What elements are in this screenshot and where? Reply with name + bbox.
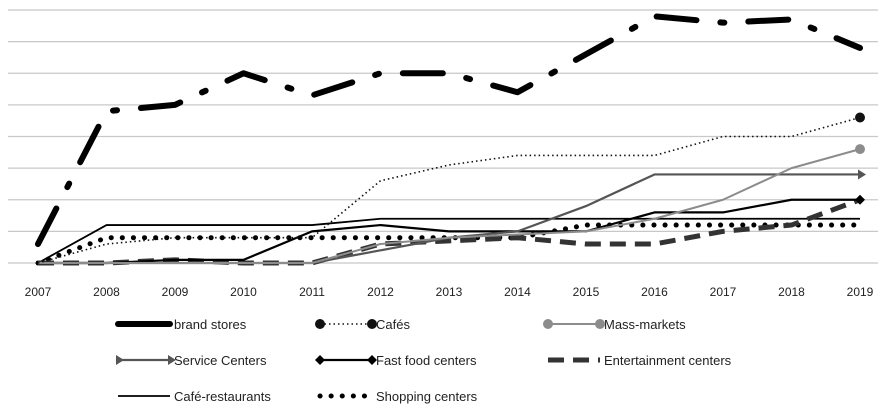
legend-marker [116, 355, 124, 365]
x-tick-label: 2008 [93, 285, 120, 299]
x-tick-label: 2016 [641, 285, 668, 299]
series-lines [35, 13, 866, 266]
x-tick-label: 2012 [367, 285, 394, 299]
legend-marker [315, 355, 325, 365]
legend-label: Entertainment centers [604, 353, 732, 368]
legend-item: Cafés [315, 317, 410, 332]
series-end-marker-4 [858, 169, 866, 180]
legend-item: Service Centers [116, 353, 267, 368]
x-tick-label: 2017 [710, 285, 737, 299]
series-line-3 [38, 148, 861, 264]
legend: brand stores Cafés Mass-markets Service Cen… [115, 317, 732, 404]
series-line-1 [35, 13, 863, 248]
legend-label: Fast food centers [376, 353, 477, 368]
legend-marker [315, 319, 325, 329]
series-line-7 [37, 217, 860, 264]
legend-item: Café-restaurants [118, 389, 271, 404]
series-end-marker-2 [855, 112, 865, 123]
x-tick-label: 2011 [299, 285, 325, 299]
x-tick-label: 2007 [25, 285, 52, 299]
x-axis-tick-labels: 2007 2008 2009 2010 2011 2012 2013 2014 2015 2016… [25, 285, 874, 299]
x-tick-label: 2015 [573, 285, 600, 299]
x-tick-label: 2014 [504, 285, 531, 299]
series-end-marker-5 [855, 194, 865, 205]
x-tick-label: 2019 [847, 285, 874, 299]
series-line-8 [35, 222, 863, 266]
legend-item: Fast food centers [315, 353, 477, 368]
legend-marker [367, 355, 377, 365]
legend-label: Mass-markets [604, 317, 686, 332]
x-tick-label: 2013 [436, 285, 463, 299]
legend-item: brand stores [115, 317, 247, 332]
legend-label: Café-restaurants [174, 389, 271, 404]
series-line-5 [38, 198, 860, 265]
legend-marker [595, 319, 605, 329]
legend-marker [367, 319, 377, 329]
legend-label: brand stores [174, 317, 247, 332]
series-line-2 [37, 116, 861, 264]
legend-label: Shopping centers [376, 389, 478, 404]
series-end-marker-3 [855, 144, 865, 155]
x-tick-label: 2018 [778, 285, 805, 299]
legend-marker [168, 355, 176, 365]
legend-item: Mass-markets [543, 317, 686, 332]
legend-label: Cafés [376, 317, 410, 332]
legend-item: Shopping centers [317, 389, 478, 404]
x-tick-label: 2009 [162, 285, 189, 299]
legend-item: Entertainment centers [548, 353, 732, 368]
legend-label: Service Centers [174, 353, 267, 368]
legend-marker [543, 319, 553, 329]
x-tick-label: 2010 [230, 285, 257, 299]
